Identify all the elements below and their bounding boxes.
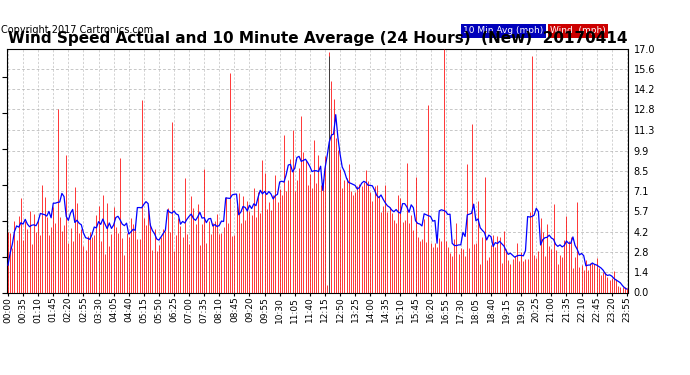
Text: Wind  (mph): Wind (mph)	[551, 26, 606, 35]
Text: 10 Min Avg (mph): 10 Min Avg (mph)	[464, 26, 544, 35]
Text: Copyright 2017 Cartronics.com: Copyright 2017 Cartronics.com	[1, 26, 152, 35]
Title: Wind Speed Actual and 10 Minute Average (24 Hours)  (New)  20170414: Wind Speed Actual and 10 Minute Average …	[8, 31, 627, 46]
